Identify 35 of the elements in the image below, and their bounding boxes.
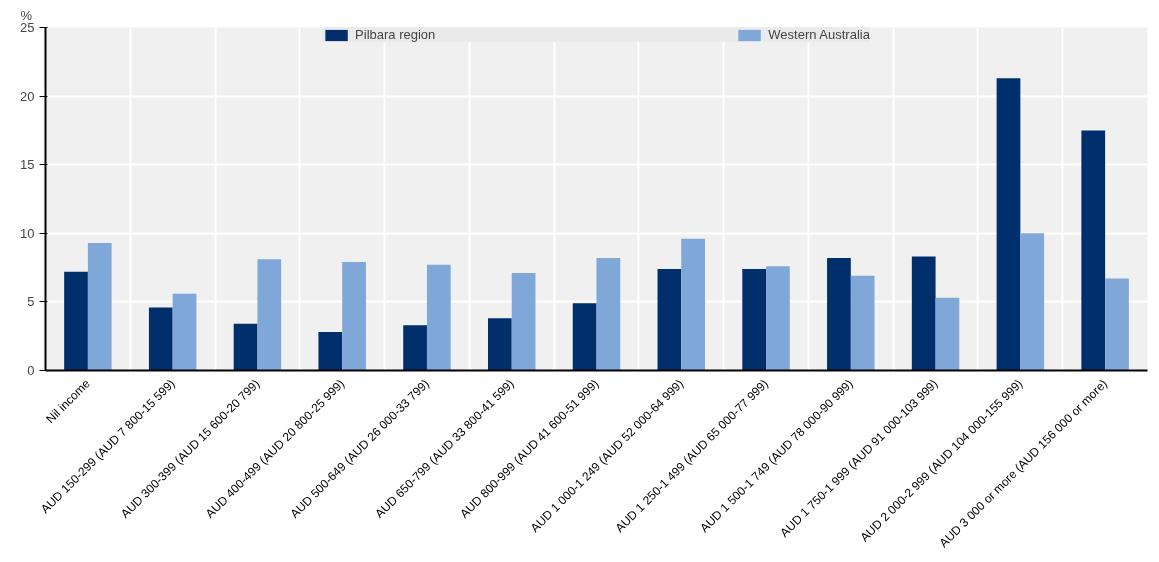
bar: [257, 259, 282, 371]
bar: [766, 266, 790, 371]
bar: [233, 323, 258, 371]
y-tick-label: 25: [20, 20, 35, 35]
bar: [342, 262, 366, 371]
y-tick-label: 0: [27, 363, 35, 378]
bar: [172, 293, 197, 371]
bar: [403, 325, 427, 371]
bar: [850, 275, 875, 371]
bar: [911, 256, 936, 371]
bar: [1105, 278, 1129, 371]
y-tick-label: 20: [20, 88, 35, 104]
bar: [572, 303, 597, 371]
y-axis-title: %: [20, 7, 33, 23]
bar: [1020, 233, 1045, 371]
bar: [935, 297, 960, 371]
bar: [996, 78, 1021, 371]
y-tick-label: 15: [20, 157, 35, 173]
bar: [827, 258, 851, 371]
bar: [488, 318, 512, 371]
y-tick-label: 10: [20, 225, 35, 241]
bar: [64, 271, 88, 371]
bar: [148, 307, 173, 371]
bar: [681, 238, 705, 371]
legend-label: Pilbara region: [355, 27, 436, 42]
bar: [1081, 130, 1106, 371]
bar: [318, 332, 343, 371]
bar: [87, 242, 112, 371]
legend-label: Western Australia: [768, 27, 870, 42]
bar: [596, 258, 621, 371]
bar: [511, 273, 536, 371]
bar: [426, 264, 451, 371]
bar: [657, 268, 682, 371]
bar: [742, 268, 767, 371]
y-tick-label: 5: [27, 294, 35, 310]
